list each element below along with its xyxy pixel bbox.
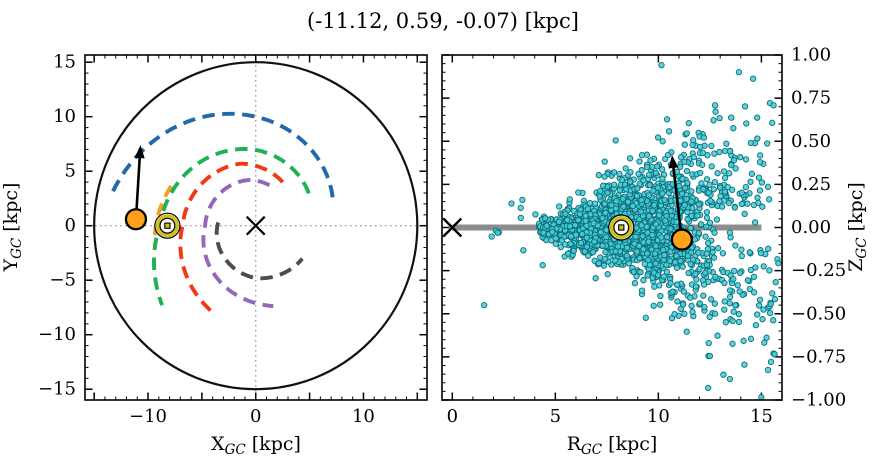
y-tick-label: 0.25 xyxy=(791,174,831,195)
galactic-center-x-marker xyxy=(245,215,266,236)
x-tick-label: 10 xyxy=(352,406,375,427)
spiral-outer-arm-blue xyxy=(110,111,335,198)
star-position-marker xyxy=(124,208,148,231)
y-tick-label: −15 xyxy=(38,379,76,400)
star-position-marker xyxy=(670,228,694,251)
y-tick-label: 0 xyxy=(65,215,76,236)
spiral-local-arm-orange xyxy=(152,184,173,246)
y-tick-label: 5 xyxy=(65,161,76,182)
sun-marker xyxy=(154,212,181,239)
spiral-arm-green xyxy=(152,147,311,306)
spiral-arm-red xyxy=(178,161,285,317)
y-tick-label: 0.75 xyxy=(791,88,831,109)
right-panel-body xyxy=(442,61,782,400)
left-ylabel: YGC [kpc] xyxy=(0,183,25,273)
panel-spine xyxy=(441,54,783,401)
y-tick-label: −1.00 xyxy=(791,390,846,411)
y-tick-label: 0.50 xyxy=(791,131,831,152)
left-panel-galaxy-view: −10 0 10 15 10 5 0 −5 −10 −15 xyxy=(38,52,428,427)
panel-spine xyxy=(84,54,428,401)
x-tick-label: 0 xyxy=(447,406,458,427)
y-tick-label: −0.25 xyxy=(791,260,846,281)
velocity-arrow xyxy=(668,155,684,240)
x-tick-label: −10 xyxy=(129,406,167,427)
scatter-points xyxy=(481,61,782,400)
left-xlabel: XGC [kpc] xyxy=(211,433,301,458)
y-tick-label: −0.50 xyxy=(791,303,846,324)
y-tick-label: 10 xyxy=(53,106,76,127)
spiral-arm-gray xyxy=(214,221,304,281)
left-panel-body xyxy=(85,55,427,400)
axis-ticks xyxy=(442,54,783,401)
x-tick-label: 0 xyxy=(250,406,261,427)
y-tick-label: 15 xyxy=(53,52,76,73)
y-tick-label: 1.00 xyxy=(791,45,831,66)
x-tick-label: 15 xyxy=(750,406,773,427)
right-panel-rz-view: 0 5 10 15 1.00 0.75 0.50 0.25 0.00 −0.25 −0.50 −0.7… xyxy=(441,45,846,427)
x-tick-label: 10 xyxy=(647,406,670,427)
x-tick-label: 5 xyxy=(550,406,561,427)
spiral-arm-purple xyxy=(201,178,274,309)
y-tick-label: 0.00 xyxy=(791,217,831,238)
galactic-center-x-marker xyxy=(442,217,463,238)
right-ylabel: ZGC [kpc] xyxy=(845,182,870,272)
y-tick-label: −0.75 xyxy=(791,346,846,367)
y-tick-label: −10 xyxy=(38,324,76,345)
right-xlabel: RGC [kpc] xyxy=(567,433,658,458)
sun-marker xyxy=(608,214,635,241)
y-tick-label: −5 xyxy=(49,270,76,291)
figure-title: (-11.12, 0.59, -0.07) [kpc] xyxy=(307,9,579,33)
